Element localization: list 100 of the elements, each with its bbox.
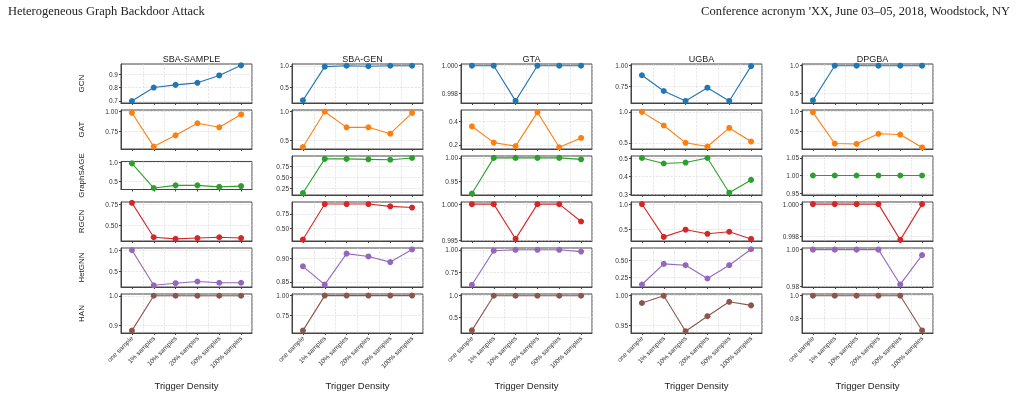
point <box>512 154 519 161</box>
point <box>299 263 306 270</box>
point <box>194 278 201 285</box>
point <box>682 262 689 269</box>
point <box>128 199 135 206</box>
point <box>534 201 541 208</box>
text: Heterogeneous Graph Backdoor Attack <box>8 4 205 19</box>
point <box>365 124 372 131</box>
point <box>638 300 645 306</box>
x-axis-title: Trigger Density <box>154 379 219 391</box>
point <box>682 159 689 166</box>
point <box>321 201 328 208</box>
point <box>809 109 816 116</box>
chart-title: SBA-SAMPLE <box>162 53 221 64</box>
point <box>321 281 328 288</box>
point <box>704 275 711 282</box>
x-axis-title: Trigger Density <box>494 379 559 391</box>
point <box>172 280 179 287</box>
point <box>150 234 157 241</box>
point <box>831 246 838 253</box>
point <box>578 134 585 141</box>
y-axis-title: RGCN <box>76 209 86 234</box>
point <box>556 144 563 151</box>
point <box>468 123 475 130</box>
point <box>468 281 475 288</box>
point <box>321 63 328 70</box>
point <box>578 248 585 255</box>
point <box>660 233 667 240</box>
chart-title: DPGBA <box>856 53 889 64</box>
point <box>704 313 711 320</box>
point <box>534 246 541 253</box>
point <box>321 108 328 115</box>
y-axis-title: GAT <box>76 121 86 138</box>
x-axis-title: Trigger Density <box>325 379 390 391</box>
point <box>343 155 350 162</box>
point <box>387 62 394 69</box>
point <box>490 154 497 161</box>
point <box>365 156 372 163</box>
point <box>299 143 306 150</box>
point <box>919 252 926 259</box>
point <box>682 226 689 233</box>
point <box>409 204 416 211</box>
point <box>238 183 245 190</box>
y-axis-title: HetGNN <box>76 252 86 283</box>
point <box>343 201 350 208</box>
point <box>682 139 689 146</box>
point <box>128 160 135 167</box>
point <box>194 120 201 127</box>
point <box>194 235 201 242</box>
point <box>534 154 541 161</box>
point <box>490 139 497 146</box>
point <box>238 62 245 69</box>
point <box>638 72 645 79</box>
point <box>299 190 306 197</box>
point <box>726 124 733 131</box>
point <box>512 246 519 253</box>
point <box>387 130 394 137</box>
point <box>875 130 882 137</box>
point <box>748 235 755 242</box>
point <box>150 282 157 289</box>
y-axis-title: GCN <box>76 74 86 93</box>
point <box>238 279 245 286</box>
point <box>343 62 350 69</box>
point <box>409 246 416 253</box>
point <box>343 124 350 131</box>
point <box>578 218 585 225</box>
point <box>409 62 416 69</box>
point <box>490 247 497 254</box>
point <box>660 87 667 94</box>
point <box>216 234 223 241</box>
point <box>919 144 926 151</box>
point <box>704 230 711 237</box>
text: Conference acronym 'XX, June 03–05, 2018, Woodstock, NY <box>701 4 1010 19</box>
point <box>748 246 755 253</box>
point <box>748 176 755 183</box>
point <box>238 235 245 242</box>
point <box>468 201 475 208</box>
point <box>726 298 733 305</box>
point <box>726 262 733 269</box>
y-axis-title: HAN <box>76 304 86 322</box>
point <box>409 155 416 161</box>
point <box>726 189 733 196</box>
point <box>512 143 519 150</box>
point <box>387 203 394 210</box>
point <box>704 155 711 162</box>
point <box>150 143 157 150</box>
chart-title: GTA <box>522 53 541 64</box>
point <box>490 201 497 208</box>
point <box>534 109 541 116</box>
point <box>704 84 711 91</box>
point <box>638 108 645 115</box>
point <box>556 201 563 208</box>
point <box>875 246 882 253</box>
point <box>409 109 416 116</box>
point <box>748 63 755 70</box>
point <box>172 235 179 242</box>
y-axis-title: GraphSAGE <box>76 153 86 198</box>
point <box>128 97 135 104</box>
point <box>343 250 350 257</box>
point <box>853 246 860 253</box>
